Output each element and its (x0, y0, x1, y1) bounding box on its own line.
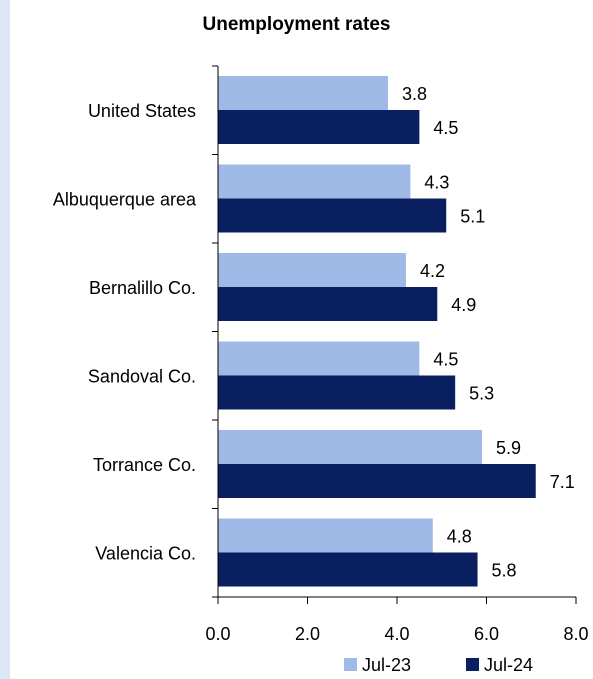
bar-jul-23-1 (218, 164, 411, 199)
category-label: Albuquerque area (53, 190, 197, 210)
bar-jul-24-0 (218, 110, 420, 144)
data-label: 4.5 (433, 350, 458, 370)
data-label: 4.3 (424, 173, 449, 193)
legend-swatch-jul-24 (466, 658, 479, 671)
bar-jul-23-4 (218, 430, 483, 464)
data-label: 3.8 (402, 84, 427, 104)
x-tick-label: 6.0 (474, 624, 499, 644)
bar-jul-24-4 (218, 464, 536, 498)
bar-jul-23-3 (218, 341, 420, 376)
chart-title: Unemployment rates (202, 14, 391, 35)
category-label: Torrance Co. (93, 455, 196, 475)
data-label: 7.1 (550, 472, 575, 492)
category-label: United States (88, 101, 196, 121)
legend-label: Jul-24 (484, 655, 533, 675)
bar-jul-23-5 (218, 518, 433, 553)
x-tick-label: 8.0 (563, 624, 588, 644)
data-label: 4.5 (433, 118, 458, 138)
bar-jul-24-1 (218, 198, 447, 233)
category-label: Sandoval Co. (88, 367, 196, 387)
data-label: 5.1 (460, 207, 485, 227)
data-label: 5.3 (469, 384, 494, 404)
x-tick-label: 4.0 (384, 624, 409, 644)
bar-jul-24-2 (218, 287, 438, 321)
bar-jul-23-0 (218, 76, 389, 110)
left-accent-strip (0, 0, 10, 679)
legend-swatch-jul-23 (344, 658, 357, 671)
category-label: Valencia Co. (95, 544, 196, 564)
bar-jul-23-2 (218, 253, 406, 287)
data-label: 4.2 (420, 261, 445, 281)
x-tick-label: 0.0 (205, 624, 230, 644)
bar-jul-24-3 (218, 375, 456, 410)
data-label: 5.8 (492, 561, 517, 581)
data-label: 4.8 (447, 527, 472, 547)
data-label: 4.9 (451, 295, 476, 315)
data-label: 5.9 (496, 438, 521, 458)
x-tick-label: 2.0 (295, 624, 320, 644)
legend-label: Jul-23 (362, 655, 411, 675)
bar-jul-24-5 (218, 552, 478, 587)
category-label: Bernalillo Co. (89, 278, 196, 298)
